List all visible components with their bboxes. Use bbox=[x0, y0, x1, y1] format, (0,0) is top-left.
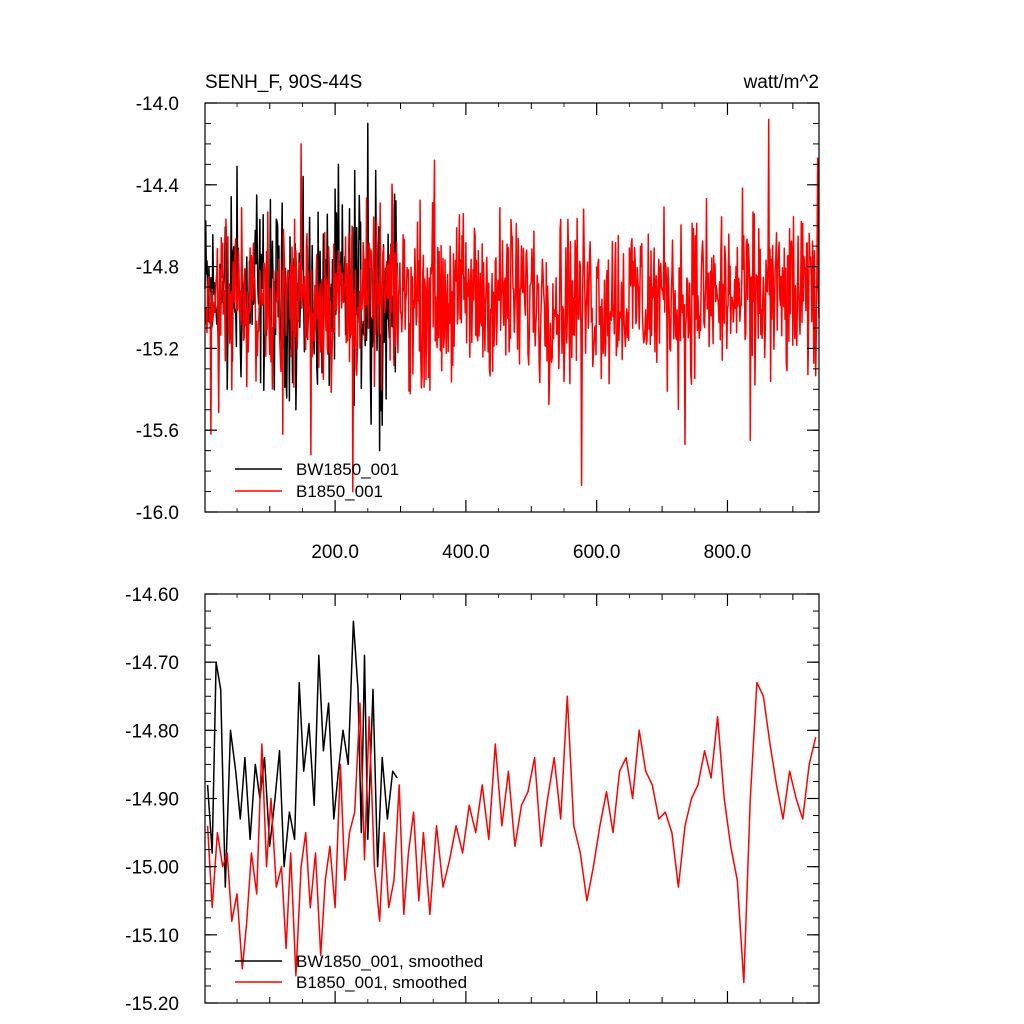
legend-label-b1850: B1850_001 bbox=[296, 482, 383, 501]
x-tick-label: 200.0 bbox=[311, 542, 359, 563]
y-tick-label: -14.4 bbox=[136, 176, 180, 197]
x-tick-label: 600.0 bbox=[573, 542, 621, 563]
y-tick-label: -16.0 bbox=[136, 503, 179, 524]
y-tick-label: -14.8 bbox=[136, 258, 179, 279]
y-tick-label: -14.90 bbox=[125, 790, 179, 811]
series-line-b1850-001-smoothed bbox=[206, 681, 817, 984]
chart-title: SENH_F, 90S-44S bbox=[205, 72, 362, 93]
legend-label-bw1850: BW1850_001 bbox=[296, 460, 399, 479]
bottom-panel-ticks: -14.60 -14.70 -14.80 -14.90 -15.00 -15.10 -15.… bbox=[125, 585, 819, 1015]
top-panel-ticks: -14.0 -14.4 -14.8 -15.2 -15.6 -16.0 200.0 400.0… bbox=[136, 94, 819, 563]
y-tick-label: -15.20 bbox=[125, 994, 179, 1015]
bottom-legend: BW1850_001, smoothed B1850_001, smoothed bbox=[235, 952, 483, 992]
y-tick-label: -15.6 bbox=[136, 421, 179, 442]
units-label: watt/m^2 bbox=[743, 72, 819, 93]
y-tick-label: -15.2 bbox=[136, 339, 179, 360]
y-tick-label: -14.80 bbox=[125, 721, 179, 742]
y-tick-label: -15.10 bbox=[125, 926, 179, 947]
y-tick-label: -14.0 bbox=[136, 94, 179, 115]
legend-label-b1850-smoothed: B1850_001, smoothed bbox=[296, 973, 467, 992]
bottom-panel: -14.60 -14.70 -14.80 -14.90 -15.00 -15.10 -15.… bbox=[125, 585, 820, 1015]
y-tick-label: -15.00 bbox=[125, 858, 179, 879]
y-tick-label: -14.60 bbox=[125, 585, 179, 606]
bottom-panel-series bbox=[206, 620, 817, 984]
y-tick-label: -14.70 bbox=[125, 653, 179, 674]
top-panel-series bbox=[204, 118, 820, 493]
x-tick-label: 800.0 bbox=[704, 542, 752, 563]
series-line-b1850-001 bbox=[204, 118, 820, 493]
top-legend: BW1850_001 B1850_001 bbox=[235, 460, 399, 501]
series-line-bw1850-001-smoothed bbox=[206, 620, 398, 888]
x-tick-label: 400.0 bbox=[442, 542, 490, 563]
legend-label-bw1850-smoothed: BW1850_001, smoothed bbox=[296, 952, 483, 971]
top-panel: -14.0 -14.4 -14.8 -15.2 -15.6 -16.0 200.0 400.0… bbox=[136, 72, 820, 563]
